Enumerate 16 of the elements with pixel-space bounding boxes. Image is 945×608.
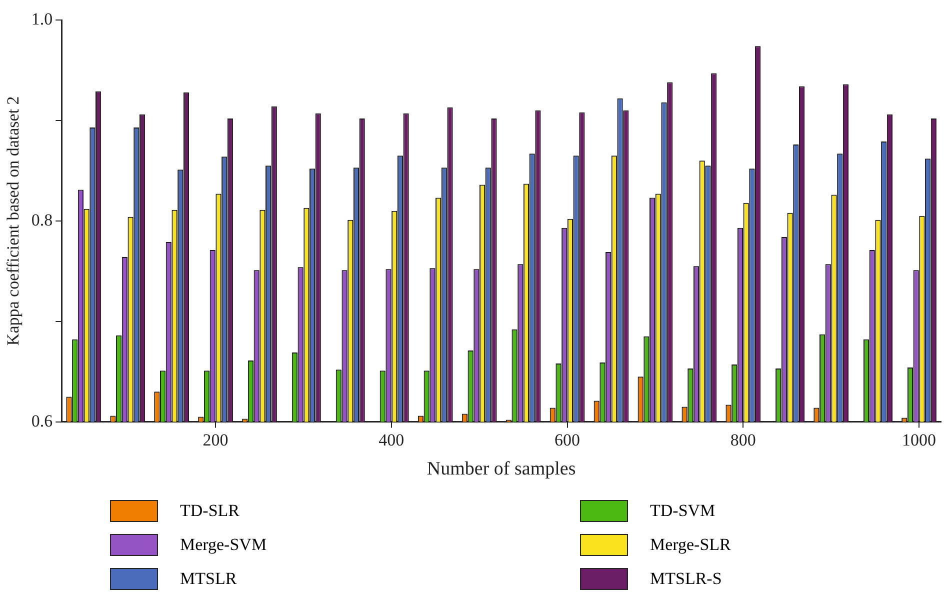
y-tick-label: 1.0	[31, 9, 53, 28]
legend-label: TD-SVM	[650, 501, 716, 521]
x-tick-label: 600	[554, 430, 580, 450]
legend-label: Merge-SVM	[180, 535, 267, 555]
x-tick-label: 400	[378, 430, 404, 450]
x-tick-label: 200	[202, 430, 228, 450]
y-axis-title: Kappa coefficient based on dataset 2	[4, 96, 23, 346]
y-tick-label: 0.8	[31, 210, 53, 230]
x-axis-title: Number of samples	[426, 458, 576, 480]
legend-label: MTSLR-S	[650, 569, 722, 589]
legend-label: TD-SLR	[180, 501, 240, 521]
legend-label: Merge-SLR	[650, 535, 731, 555]
x-tick-label: 800	[730, 430, 756, 450]
legend-label: MTSLR	[180, 569, 237, 589]
x-tick-label: 1000	[902, 430, 936, 450]
y-tick-label: 0.6	[31, 411, 53, 430]
